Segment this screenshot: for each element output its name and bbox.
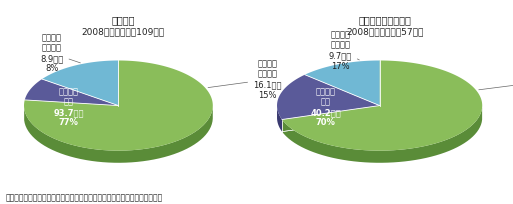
Polygon shape: [25, 79, 119, 106]
Polygon shape: [282, 108, 482, 163]
Text: 資料：電子情報技術産業協会「電子情報産業の世界生産見通し」から作成。: 資料：電子情報技術産業協会「電子情報産業の世界生産見通し」から作成。: [5, 193, 163, 202]
Text: 電子機器: 電子機器: [111, 16, 135, 26]
Polygon shape: [24, 61, 213, 151]
Polygon shape: [305, 61, 380, 106]
Text: 2008年世界生産額109兆円: 2008年世界生産額109兆円: [82, 28, 165, 37]
Polygon shape: [282, 61, 482, 151]
Polygon shape: [24, 106, 213, 163]
Text: 日系企業
国内生産
9.7兆円
17%: 日系企業 国内生産 9.7兆円 17%: [329, 30, 359, 71]
Text: 2008年世界生産額57兆円: 2008年世界生産額57兆円: [346, 28, 423, 37]
Text: 海外企業
生産
93.7兆円
77%: 海外企業 生産 93.7兆円 77%: [53, 87, 84, 128]
Text: 電子部品・デバイス: 電子部品・デバイス: [358, 16, 411, 26]
Polygon shape: [42, 61, 119, 106]
Polygon shape: [277, 75, 380, 120]
Text: 日系企業
海外生産
16.1兆円
15%: 日系企業 海外生産 16.1兆円 15%: [208, 59, 282, 100]
Text: 海外企業
生産
40.2兆円
70%: 海外企業 生産 40.2兆円 70%: [310, 87, 341, 128]
Polygon shape: [277, 106, 282, 132]
Text: 日系企業
国内生産
8.9兆円
8%: 日系企業 国内生産 8.9兆円 8%: [41, 33, 81, 73]
Text: 日系企業
海外生産
7.2兆円
13%: 日系企業 海外生産 7.2兆円 13%: [479, 62, 513, 102]
